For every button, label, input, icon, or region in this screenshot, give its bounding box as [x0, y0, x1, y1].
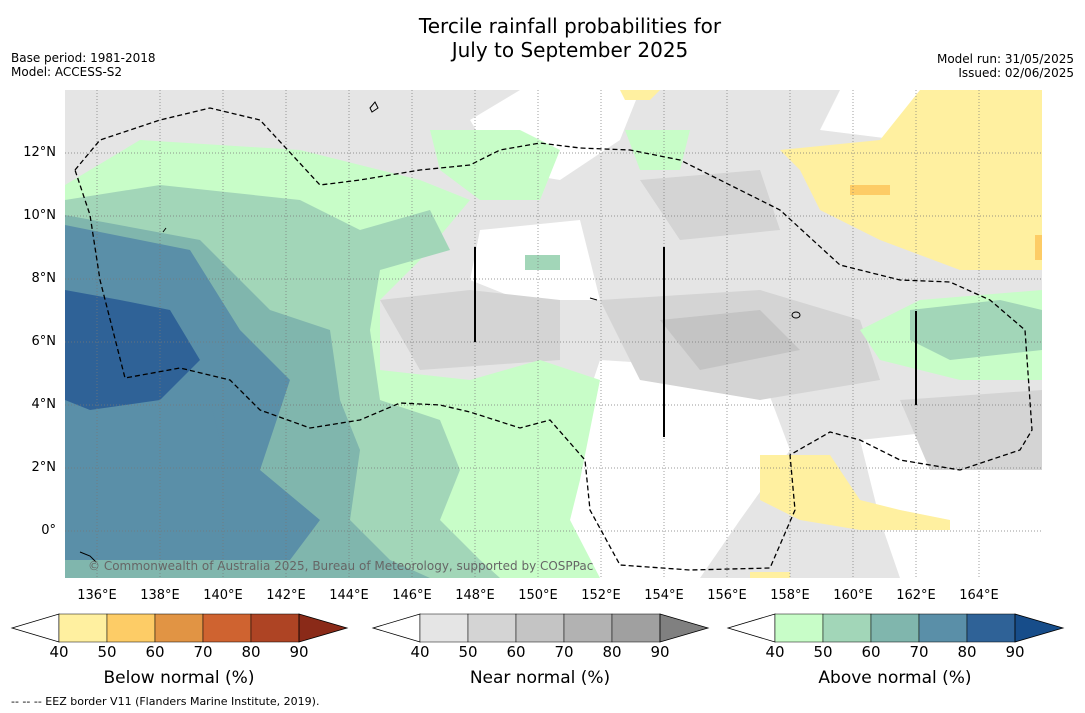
near-tick-label: 90 [650, 643, 670, 661]
model-name: Model: ACCESS-S2 [11, 65, 123, 79]
lon-label-142e: 142°E [266, 588, 306, 603]
above-tick-label: 60 [861, 643, 881, 661]
below-tick-label: 40 [49, 643, 69, 661]
lon-label-162e: 162°E [896, 588, 936, 603]
issued-date: Issued: 02/06/2025 [958, 66, 1074, 80]
above-segment [966, 613, 1016, 643]
lat-label-10n: 10°N [23, 208, 56, 223]
lon-label-158e: 158°E [770, 588, 810, 603]
copyright-notice: © Commonwealth of Australia 2025, Bureau… [88, 559, 594, 573]
above-tick-label: 90 [1005, 643, 1025, 661]
boundary-lines [474, 247, 917, 437]
below-tick-label: 80 [241, 643, 261, 661]
near-tick-label: 60 [506, 643, 526, 661]
islands [79, 101, 801, 563]
base-info: Base period: 1981-2018 Model: ACCESS-S2 [11, 51, 156, 79]
probability-field [65, 90, 1042, 578]
above-segment [918, 613, 968, 643]
below-tick-label: 60 [145, 643, 165, 661]
lon-label-160e: 160°E [833, 588, 873, 603]
below-tick-label: 70 [193, 643, 213, 661]
base-period: Base period: 1981-2018 [11, 51, 156, 65]
lon-label-156e: 156°E [707, 588, 747, 603]
near-segment [563, 613, 613, 643]
near-tick-label: 70 [554, 643, 574, 661]
below-tick-label: 90 [289, 643, 309, 661]
below-extend-low [10, 613, 60, 643]
below-tick-label: 50 [97, 643, 117, 661]
lon-label-138e: 138°E [140, 588, 180, 603]
below-segment [58, 613, 108, 643]
near-segment [515, 613, 565, 643]
near-segment [419, 613, 469, 643]
below-normal-label: Below normal (%) [103, 668, 255, 688]
above-tick-label: 50 [813, 643, 833, 661]
above-extend-high [1014, 613, 1065, 643]
near-tick-label: 50 [458, 643, 478, 661]
below-segment [154, 613, 204, 643]
eez-border [74, 107, 1033, 571]
near-extend-high [659, 613, 710, 643]
lon-label-152e: 152°E [581, 588, 621, 603]
lon-label-148e: 148°E [455, 588, 495, 603]
title-line-1: Tercile rainfall probabilities for [418, 14, 722, 38]
lon-label-154e: 154°E [644, 588, 684, 603]
lon-label-140e: 140°E [203, 588, 243, 603]
run-info: Model run: 31/05/2025 Issued: 02/06/2025 [937, 52, 1074, 80]
near-tick-label: 80 [602, 643, 622, 661]
above-segment [822, 613, 872, 643]
title-line-2: July to September 2025 [451, 38, 689, 62]
above-normal-label: Above normal (%) [818, 668, 972, 688]
lon-label-136e: 136°E [77, 588, 117, 603]
lon-label-150e: 150°E [518, 588, 558, 603]
above-segment [870, 613, 920, 643]
lat-label-4n: 4°N [31, 397, 57, 412]
lat-label-8n: 8°N [31, 271, 57, 286]
model-run: Model run: 31/05/2025 [936, 52, 1074, 66]
lat-label-0: 0° [41, 523, 56, 538]
eez-footnote: -- -- -- EEZ border V11 (Flanders Marine… [11, 695, 320, 708]
near-extend-low [371, 613, 421, 643]
near-segment [467, 613, 517, 643]
lon-label-164e: 164°E [959, 588, 999, 603]
below-segment [250, 613, 300, 643]
map-title: Tercile rainfall probabilities for July … [0, 14, 1085, 62]
colorbar-below [10, 613, 349, 643]
above-tick-label: 80 [957, 643, 977, 661]
below-segment [106, 613, 156, 643]
colorbar-above [726, 613, 1065, 643]
colorbar-near [371, 613, 710, 643]
below-segment [202, 613, 252, 643]
lon-label-144e: 144°E [329, 588, 369, 603]
above-extend-low [726, 613, 776, 643]
lat-label-12n: 12°N [23, 145, 56, 160]
below-extend-high [298, 613, 349, 643]
lat-label-2n: 2°N [31, 460, 57, 475]
near-normal-label: Near normal (%) [469, 668, 611, 688]
lat-label-6n: 6°N [31, 334, 57, 349]
above-segment [774, 613, 824, 643]
lon-label-146e: 146°E [392, 588, 432, 603]
near-tick-label: 40 [410, 643, 430, 661]
above-tick-label: 40 [765, 643, 785, 661]
colorbars [10, 613, 1065, 643]
above-tick-label: 70 [909, 643, 929, 661]
near-segment [611, 613, 661, 643]
